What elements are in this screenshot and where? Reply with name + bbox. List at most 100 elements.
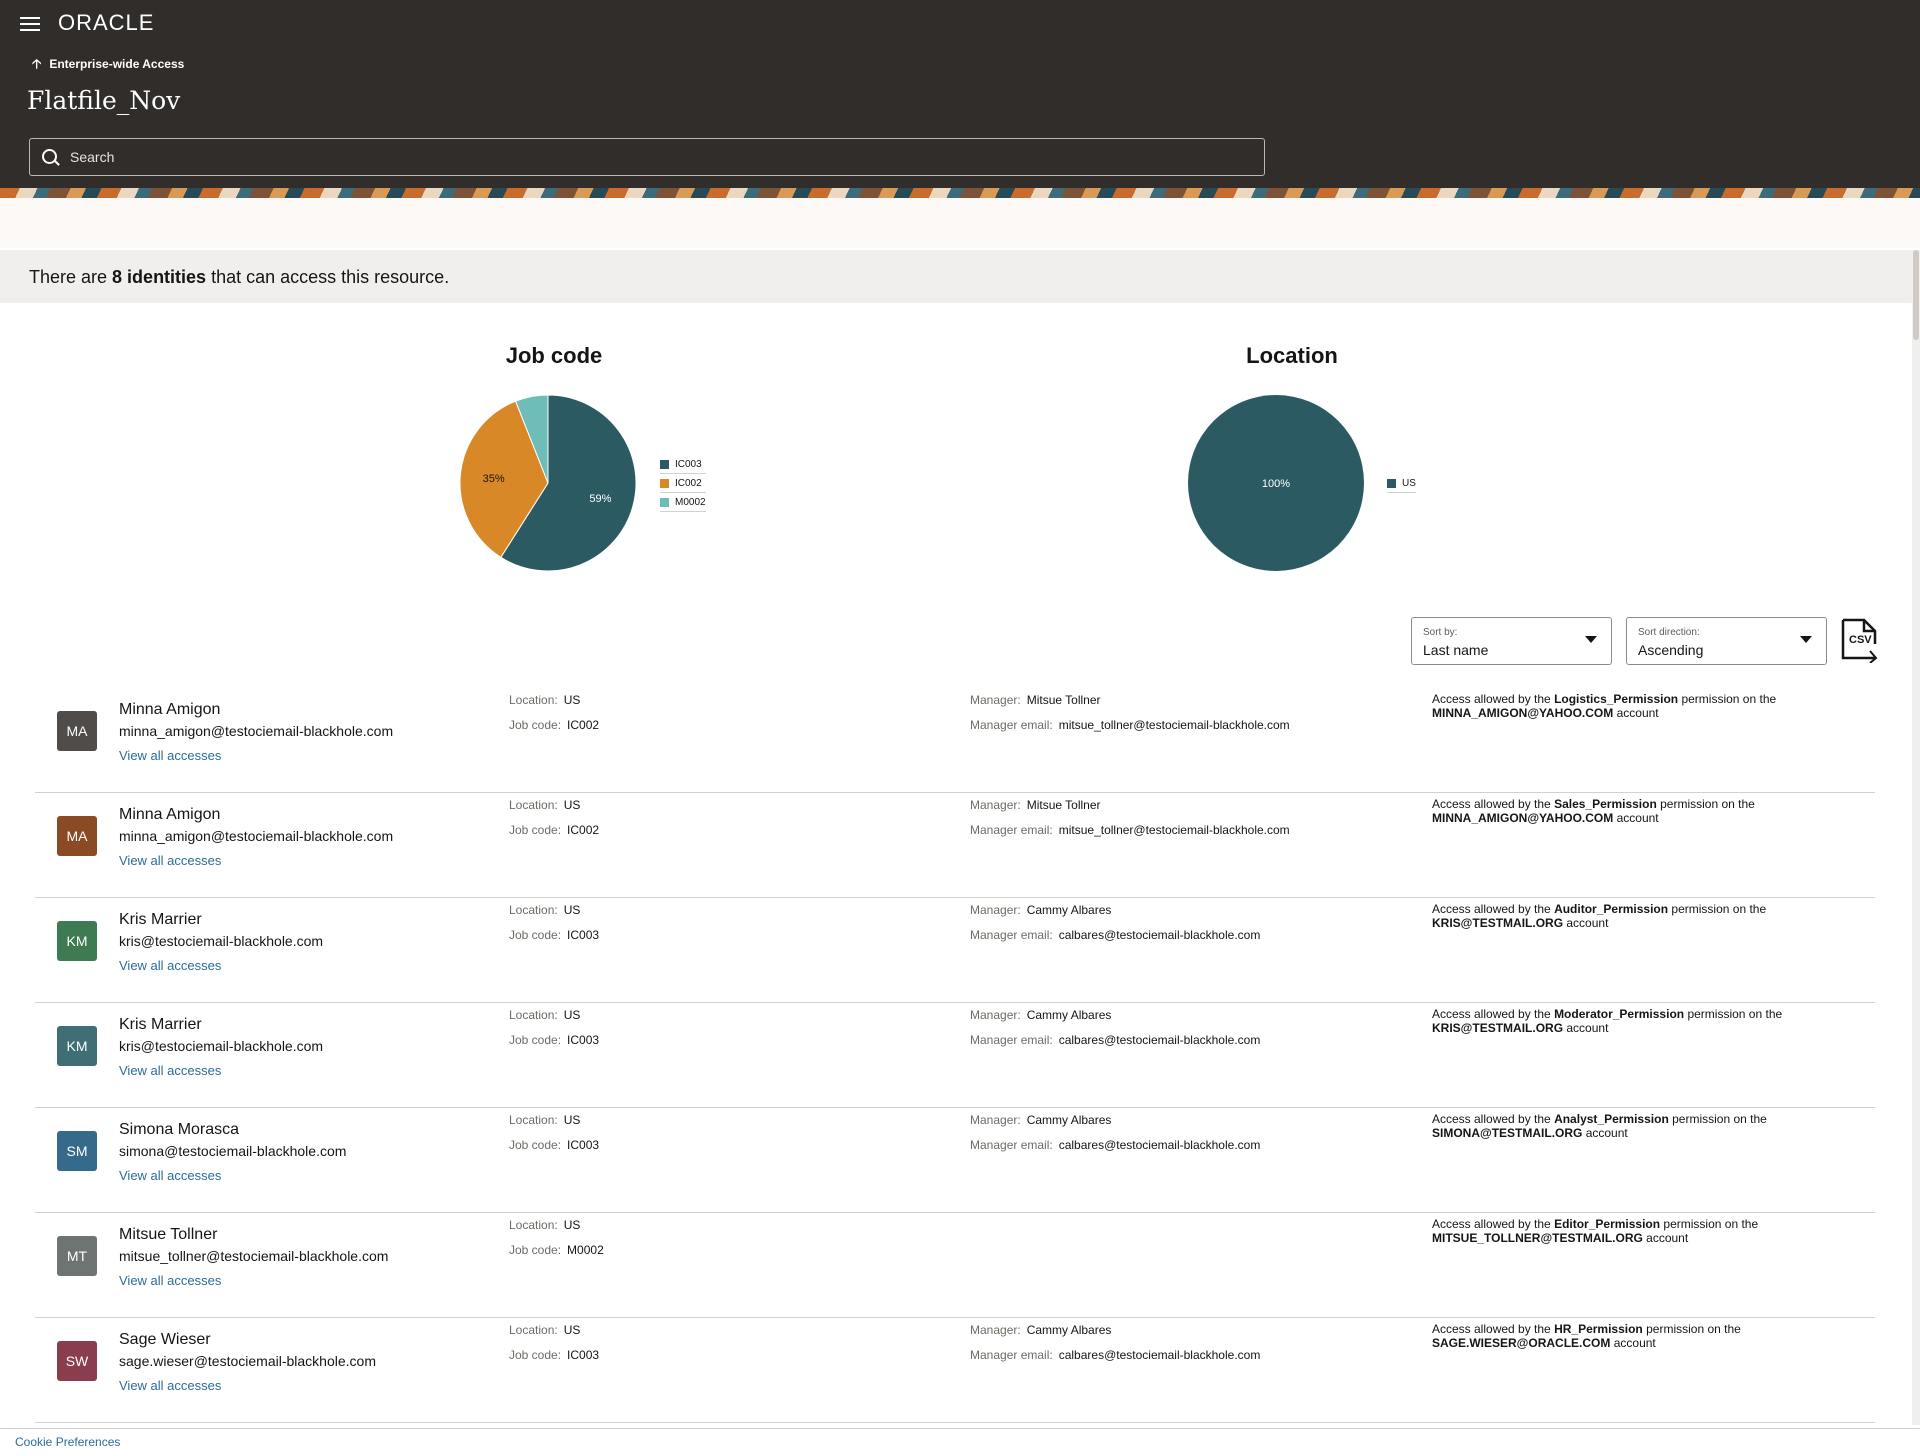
manager-field: Manager: Cammy Albares	[970, 903, 1111, 917]
manager-email-key: Manager email:	[970, 1033, 1053, 1047]
search-box	[29, 138, 1265, 176]
location-key: Location:	[509, 1113, 558, 1127]
view-all-accesses-link[interactable]: View all accesses	[119, 853, 222, 868]
account-name: MITSUE_TOLLNER@TESTMAIL.ORG	[1432, 1231, 1643, 1245]
access-description: Access allowed by the Analyst_Permission…	[1432, 1112, 1832, 1140]
manager-field: Manager: Mitsue Tollner	[970, 798, 1101, 812]
legend-item: IC002	[660, 474, 706, 493]
view-all-accesses-link[interactable]: View all accesses	[119, 1378, 222, 1393]
identity-row: MA Minna Amigon minna_amigon@testociemail-…	[35, 688, 1875, 793]
legend-label: IC002	[675, 477, 702, 489]
location-chart-title: Location	[1246, 343, 1338, 368]
pie-data-label: 59%	[589, 493, 611, 505]
location-value: US	[563, 1113, 581, 1127]
location-field: Location: US	[509, 1113, 580, 1127]
avatar: KM	[57, 921, 97, 961]
sort-by-select[interactable]: Sort by: Last name	[1411, 617, 1612, 665]
identity-row: KM Kris Marrier kris@testociemail-blackhol…	[35, 898, 1875, 1003]
sort-direction-select[interactable]: Sort direction: Ascending	[1626, 617, 1827, 665]
manager-key: Manager:	[970, 1323, 1021, 1337]
manager-email-key: Manager email:	[970, 928, 1053, 942]
avatar-initials: MA	[66, 828, 88, 844]
access-suffix: account	[1642, 1231, 1689, 1245]
avatar-initials: KM	[66, 1038, 88, 1054]
location-field: Location: US	[509, 1218, 580, 1232]
access-mid: permission on the	[1668, 902, 1767, 916]
job-code-value: IC003	[567, 1138, 600, 1152]
identity-email: sage.wieser@testociemail-blackhole.com	[119, 1353, 376, 1369]
back-link-label: Enterprise-wide Access	[49, 57, 185, 71]
avatar: KM	[57, 1026, 97, 1066]
cookie-preferences-link[interactable]: Cookie Preferences	[15, 1435, 121, 1449]
location-key: Location:	[509, 1323, 558, 1337]
manager-email-key: Manager email:	[970, 823, 1053, 837]
identity-name: Sage Wieser	[119, 1331, 211, 1348]
legend-swatch	[1387, 478, 1396, 488]
identity-name: Kris Marrier	[119, 1016, 202, 1033]
access-prefix: Access allowed by the	[1432, 692, 1555, 706]
avatar-initials: SM	[66, 1143, 88, 1159]
manager-key: Manager:	[970, 1113, 1021, 1127]
manager-email-value: calbares@testociemail-blackhole.com	[1058, 928, 1261, 942]
pie-data-label: 100%	[1262, 478, 1290, 490]
manager-email-field: Manager email: mitsue_tollner@testociemai…	[970, 718, 1290, 732]
identity-name: Minna Amigon	[119, 701, 221, 718]
location-value: US	[563, 903, 581, 917]
location-value: US	[563, 1008, 581, 1022]
location-key: Location:	[509, 1008, 558, 1022]
manager-value: Cammy Albares	[1026, 1323, 1112, 1337]
identity-name: Mitsue Tollner	[119, 1226, 218, 1243]
manager-email-field: Manager email: calbares@testociemail-blac…	[970, 1033, 1260, 1047]
job-code-value: M0002	[567, 1243, 604, 1257]
view-all-accesses-link[interactable]: View all accesses	[119, 1273, 222, 1288]
view-all-accesses-link[interactable]: View all accesses	[119, 1168, 222, 1183]
permission-name: Editor_Permission	[1554, 1217, 1661, 1231]
summary-text: There are 8 identities that can access t…	[29, 267, 449, 288]
pie-slice[interactable]	[459, 400, 549, 558]
avatar: MA	[57, 816, 97, 856]
oracle-logo[interactable]: ORACLE	[58, 10, 155, 35]
legend-label: US	[1402, 477, 1416, 489]
access-description: Access allowed by the Sales_Permission p…	[1432, 797, 1832, 825]
app-header: ORACLE 🡡 Enterprise-wide Access Flatfile_…	[0, 0, 1920, 188]
access-suffix: account	[1582, 1126, 1628, 1140]
job-code-field: Job code: IC002	[509, 823, 599, 837]
scrollbar-thumb[interactable]	[1913, 250, 1919, 340]
footer: Cookie Preferences	[0, 1428, 1920, 1456]
chevron-down-icon	[1800, 636, 1812, 643]
view-all-accesses-link[interactable]: View all accesses	[119, 748, 222, 763]
identity-summary: There are 8 identities that can access t…	[0, 250, 1912, 303]
back-link[interactable]: 🡡 Enterprise-wide Access	[32, 55, 184, 77]
hamburger-menu-icon[interactable]	[20, 14, 40, 32]
location-value: US	[563, 798, 581, 812]
csv-file-icon	[1841, 618, 1878, 664]
view-all-accesses-link[interactable]: View all accesses	[119, 1063, 222, 1078]
manager-field: Manager: Cammy Albares	[970, 1113, 1111, 1127]
view-all-accesses-link[interactable]: View all accesses	[119, 958, 222, 973]
identity-row: SM Simona Morasca simona@testociemail-blac…	[35, 1108, 1875, 1213]
banner-spacer	[0, 198, 1920, 248]
manager-email-field: Manager email: calbares@testociemail-blac…	[970, 1138, 1260, 1152]
location-key: Location:	[509, 903, 558, 917]
pie-slice[interactable]	[500, 394, 637, 572]
location-field: Location: US	[509, 903, 580, 917]
identity-list: MA Minna Amigon minna_amigon@testociemail-…	[35, 688, 1875, 1423]
manager-value: Cammy Albares	[1026, 1008, 1112, 1022]
job-code-value: IC003	[567, 1033, 600, 1047]
pie-slice[interactable]	[1188, 395, 1364, 571]
search-input[interactable]	[68, 139, 1252, 175]
manager-value: Mitsue Tollner	[1026, 693, 1101, 707]
access-mid: permission on the	[1656, 797, 1755, 811]
pie-slice[interactable]	[514, 394, 549, 484]
csv-export-button[interactable]: CSV	[1840, 617, 1880, 664]
permission-name: Auditor_Permission	[1554, 902, 1669, 916]
manager-email-value: calbares@testociemail-blackhole.com	[1058, 1033, 1261, 1047]
job-code-key: Job code:	[509, 1138, 562, 1152]
manager-field: Manager: Cammy Albares	[970, 1323, 1111, 1337]
access-mid: permission on the	[1678, 692, 1777, 706]
manager-field: Manager: Mitsue Tollner	[970, 693, 1101, 707]
sort-direction-value: Ascending	[1638, 642, 1704, 658]
job-code-key: Job code:	[509, 718, 562, 732]
page-scrollbar[interactable]	[1912, 250, 1920, 1425]
job-code-key: Job code:	[509, 1033, 562, 1047]
